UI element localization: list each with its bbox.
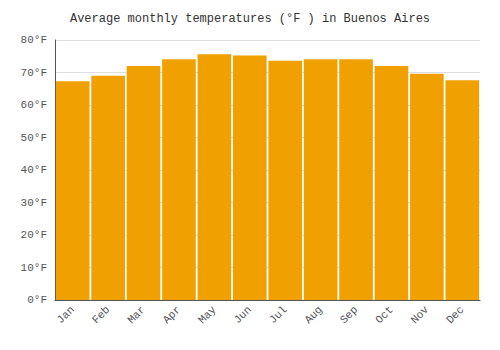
svg-text:70°F: 70°F: [21, 67, 47, 79]
svg-text:30°F: 30°F: [21, 197, 47, 209]
svg-text:Nov: Nov: [409, 303, 432, 326]
svg-text:Aug: Aug: [302, 304, 324, 326]
svg-text:May: May: [196, 303, 219, 326]
svg-text:10°F: 10°F: [21, 262, 47, 274]
svg-text:Average monthly temperatures (: Average monthly temperatures (°F ) in Bu…: [70, 12, 430, 26]
svg-text:60°F: 60°F: [21, 99, 47, 111]
svg-text:Sep: Sep: [338, 304, 360, 326]
svg-text:80°F: 80°F: [21, 34, 47, 46]
svg-text:Mar: Mar: [125, 304, 147, 326]
svg-text:50°F: 50°F: [21, 132, 47, 144]
svg-text:20°F: 20°F: [21, 229, 47, 241]
svg-text:Apr: Apr: [161, 304, 183, 326]
svg-text:40°F: 40°F: [21, 164, 47, 176]
svg-text:0°F: 0°F: [27, 294, 47, 306]
svg-text:Dec: Dec: [444, 304, 466, 326]
svg-text:Jul: Jul: [267, 304, 289, 326]
svg-text:Jan: Jan: [54, 304, 76, 326]
svg-text:Oct: Oct: [373, 304, 395, 326]
svg-text:Feb: Feb: [90, 304, 112, 326]
svg-text:Jun: Jun: [232, 304, 254, 326]
